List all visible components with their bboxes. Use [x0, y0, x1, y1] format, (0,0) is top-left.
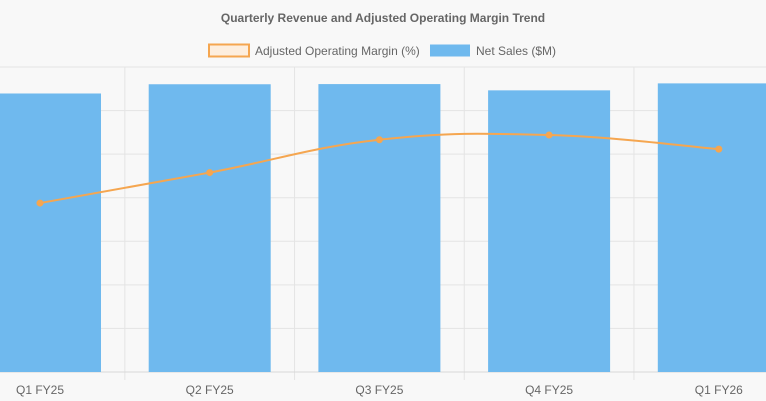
legend-swatch-margin[interactable]: [208, 43, 250, 58]
margin-point[interactable]: [375, 136, 383, 144]
x-tick-label: Q1 FY26: [695, 383, 743, 397]
margin-point[interactable]: [36, 199, 44, 207]
bar-net-sales[interactable]: [148, 84, 271, 373]
margin-point[interactable]: [715, 145, 723, 153]
bars: [0, 83, 766, 373]
margin-point[interactable]: [206, 169, 214, 177]
x-tick-label: Q2 FY25: [186, 383, 234, 397]
bar-net-sales[interactable]: [0, 93, 101, 373]
bar-net-sales[interactable]: [318, 84, 441, 372]
margin-point[interactable]: [545, 131, 553, 139]
x-tick-label: Q3 FY25: [355, 383, 403, 397]
bar-net-sales[interactable]: [657, 83, 766, 372]
legend-label-margin[interactable]: Adjusted Operating Margin (%): [255, 44, 420, 58]
x-tick-label: Q1 FY25: [16, 383, 64, 397]
legend: Adjusted Operating Margin (%) Net Sales …: [208, 43, 556, 58]
x-axis-ticks: Q1 FY25 Q2 FY25 Q3 FY25 Q4 FY25 Q1 FY26: [16, 383, 743, 397]
legend-swatch-net-sales[interactable]: [430, 44, 470, 57]
margin-line: [36, 131, 723, 207]
x-tick-label: Q4 FY25: [525, 383, 573, 397]
legend-label-net-sales[interactable]: Net Sales ($M): [476, 44, 556, 58]
chart-title: Quarterly Revenue and Adjusted Operating…: [221, 11, 545, 25]
